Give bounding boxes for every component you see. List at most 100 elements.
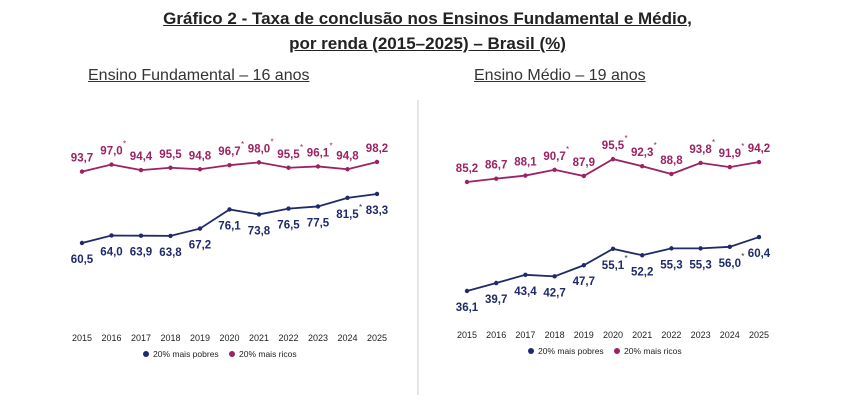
x-tick-label: 2017 (515, 330, 535, 340)
data-label: 55,3 (689, 259, 711, 271)
data-point (494, 280, 499, 286)
data-point (374, 191, 380, 197)
data-point (581, 173, 586, 179)
x-tick-label: 2017 (131, 333, 151, 343)
data-point (168, 165, 173, 170)
significance-asterisk: * (741, 142, 744, 151)
significance-asterisk: * (654, 141, 657, 150)
x-tick-label: 2018 (160, 333, 180, 343)
x-tick-label: 2016 (101, 333, 121, 343)
data-label: 93,7 (71, 153, 93, 165)
data-point (138, 167, 144, 173)
series-line (466, 158, 760, 183)
data-point (727, 244, 732, 250)
significance-asterisk: * (270, 137, 273, 146)
significance-asterisk: * (300, 143, 303, 152)
data-label: 86,7 (485, 160, 507, 172)
data-point (197, 167, 203, 172)
data-label: 90,7 (543, 151, 565, 163)
x-tick-label: 2022 (278, 333, 298, 343)
significance-asterisk: * (566, 145, 569, 154)
data-point (109, 233, 114, 238)
significance-asterisk: * (741, 252, 744, 261)
data-point (552, 274, 557, 279)
data-label: 55,3 (660, 259, 682, 271)
data-point (610, 246, 616, 252)
legend-label: 20% mais pobres (538, 346, 604, 356)
data-point (523, 173, 528, 178)
data-point (345, 195, 350, 201)
data-label: 98,0 (248, 143, 270, 155)
data-point (109, 162, 114, 167)
data-point (138, 233, 144, 238)
data-label: 95,5 (277, 149, 300, 161)
chart-title-fundamental: Ensino Fundamental – 16 anos (88, 67, 310, 84)
data-label: 42,7 (543, 287, 565, 299)
data-point (286, 206, 291, 211)
data-label: 60,4 (748, 248, 771, 260)
data-label: 87,9 (573, 157, 595, 169)
significance-asterisk: * (624, 134, 627, 143)
x-tick-label: 2015 (457, 330, 477, 340)
data-label: 55,1 (602, 260, 625, 272)
data-point (227, 207, 232, 212)
data-point (256, 212, 262, 217)
data-point (168, 233, 173, 239)
data-point (79, 169, 85, 174)
data-point (756, 159, 762, 165)
data-label: 85,2 (456, 163, 478, 175)
data-point (345, 167, 350, 172)
x-tick-label: 2020 (603, 330, 623, 340)
data-point (197, 226, 203, 231)
data-label: 73,8 (248, 225, 271, 237)
significance-asterisk: * (123, 140, 126, 149)
data-point (494, 176, 499, 181)
data-point (610, 156, 616, 162)
data-label: 43,4 (514, 286, 537, 298)
legend-marker (143, 351, 149, 357)
data-label: 81,5 (336, 209, 359, 221)
data-label: 88,8 (660, 155, 683, 167)
series-line (81, 193, 378, 244)
data-label: 83,3 (366, 205, 388, 217)
data-point (227, 162, 232, 168)
data-point (286, 165, 291, 170)
legend-marker (229, 351, 235, 357)
data-label: 91,9 (719, 148, 741, 160)
data-label: 36,1 (456, 302, 479, 314)
data-label: 94,2 (748, 143, 770, 155)
x-tick-label: 2021 (632, 330, 652, 340)
data-point (315, 204, 321, 209)
data-label: 95,5 (602, 140, 625, 152)
x-tick-label: 2025 (367, 333, 387, 343)
data-label: 96,7 (218, 146, 240, 158)
data-label: 76,5 (277, 220, 300, 232)
x-tick-label: 2023 (308, 333, 328, 343)
significance-asterisk: * (359, 203, 362, 212)
x-tick-label: 2018 (545, 330, 565, 340)
data-label: 97,0 (100, 146, 122, 158)
data-label: 56,0 (719, 258, 741, 270)
data-point (464, 288, 470, 294)
data-label: 76,1 (218, 220, 241, 232)
significance-asterisk: * (712, 138, 715, 147)
data-label: 47,7 (573, 276, 595, 288)
data-point (698, 246, 703, 251)
data-point (727, 164, 732, 170)
x-tick-label: 2020 (219, 333, 239, 343)
data-label: 52,2 (631, 266, 653, 278)
data-label: 95,5 (159, 149, 182, 161)
x-tick-label: 2025 (749, 330, 769, 340)
legend-label: 20% mais pobres (153, 349, 219, 359)
figure-title-line1: Gráfico 2 - Taxa de conclusão nos Ensino… (163, 9, 692, 28)
data-label: 88,1 (514, 157, 537, 169)
x-tick-label: 2023 (691, 330, 711, 340)
data-label: 60,5 (71, 254, 94, 266)
data-label: 77,5 (307, 217, 330, 229)
data-point (640, 253, 645, 258)
data-label: 94,8 (189, 150, 212, 162)
data-point (256, 160, 262, 165)
data-point (640, 164, 645, 169)
